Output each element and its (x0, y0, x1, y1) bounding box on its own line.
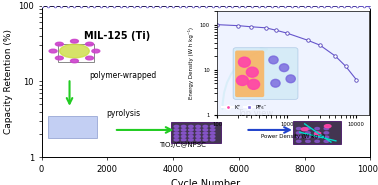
Circle shape (49, 49, 57, 53)
Circle shape (296, 140, 301, 142)
FancyBboxPatch shape (48, 116, 98, 137)
Circle shape (315, 136, 319, 138)
X-axis label: Power Density (W kg⁻¹): Power Density (W kg⁻¹) (261, 133, 325, 139)
Circle shape (196, 139, 200, 141)
FancyBboxPatch shape (235, 51, 264, 97)
Circle shape (246, 67, 258, 77)
Circle shape (315, 132, 319, 134)
Circle shape (196, 125, 200, 127)
Circle shape (324, 136, 329, 138)
Circle shape (306, 136, 310, 138)
Circle shape (210, 135, 215, 137)
Circle shape (210, 129, 215, 131)
Circle shape (56, 56, 63, 60)
Circle shape (174, 135, 179, 137)
Circle shape (210, 132, 215, 134)
Circle shape (203, 135, 208, 137)
FancyBboxPatch shape (293, 121, 341, 144)
Circle shape (60, 44, 89, 58)
Text: TiO₂/C@NPSC: TiO₂/C@NPSC (160, 141, 206, 148)
Circle shape (181, 139, 186, 141)
Circle shape (189, 132, 193, 134)
Circle shape (239, 57, 250, 67)
Y-axis label: Energy Density (W h kg⁻¹): Energy Density (W h kg⁻¹) (188, 27, 194, 99)
Circle shape (86, 56, 93, 60)
Circle shape (306, 127, 310, 130)
FancyBboxPatch shape (172, 122, 221, 143)
X-axis label: Cycle Number: Cycle Number (172, 179, 240, 185)
Circle shape (174, 125, 179, 127)
Circle shape (174, 129, 179, 131)
Circle shape (71, 59, 78, 63)
Circle shape (86, 42, 93, 46)
Circle shape (210, 139, 215, 141)
Circle shape (314, 132, 321, 135)
Circle shape (203, 129, 208, 131)
Circle shape (306, 140, 310, 142)
Circle shape (92, 49, 100, 53)
Circle shape (189, 129, 193, 131)
Circle shape (203, 125, 208, 127)
Circle shape (296, 136, 301, 138)
Circle shape (324, 132, 329, 134)
Circle shape (210, 125, 215, 127)
Circle shape (324, 127, 329, 130)
Circle shape (237, 75, 248, 85)
Circle shape (203, 132, 208, 134)
Circle shape (181, 125, 186, 127)
Circle shape (174, 139, 179, 141)
Circle shape (324, 140, 329, 142)
Text: MIL-125 (Ti): MIL-125 (Ti) (84, 31, 150, 41)
Circle shape (315, 140, 319, 142)
Circle shape (181, 132, 186, 134)
Circle shape (324, 125, 331, 128)
Circle shape (196, 135, 200, 137)
Circle shape (189, 135, 193, 137)
Circle shape (71, 39, 78, 43)
Circle shape (181, 135, 186, 137)
Circle shape (196, 129, 200, 131)
Circle shape (315, 127, 319, 130)
Text: Top view: Top view (237, 109, 273, 118)
Text: polymer-wrapped: polymer-wrapped (89, 71, 156, 80)
Circle shape (174, 132, 179, 134)
Circle shape (248, 79, 260, 89)
Text: pyrolysis: pyrolysis (107, 109, 141, 118)
Circle shape (203, 139, 208, 141)
Y-axis label: Capacity Retention (%): Capacity Retention (%) (4, 29, 12, 134)
Circle shape (181, 129, 186, 131)
Circle shape (279, 64, 289, 72)
Circle shape (301, 128, 308, 131)
Circle shape (271, 79, 280, 87)
Circle shape (196, 132, 200, 134)
FancyBboxPatch shape (233, 48, 298, 99)
Circle shape (189, 139, 193, 141)
Circle shape (56, 42, 63, 46)
Circle shape (296, 127, 301, 130)
Circle shape (306, 132, 310, 134)
Circle shape (286, 75, 295, 83)
Circle shape (269, 56, 278, 64)
Circle shape (296, 132, 301, 134)
Legend: K⁺, PF₆⁻: K⁺, PF₆⁻ (220, 102, 270, 112)
Circle shape (189, 125, 193, 127)
